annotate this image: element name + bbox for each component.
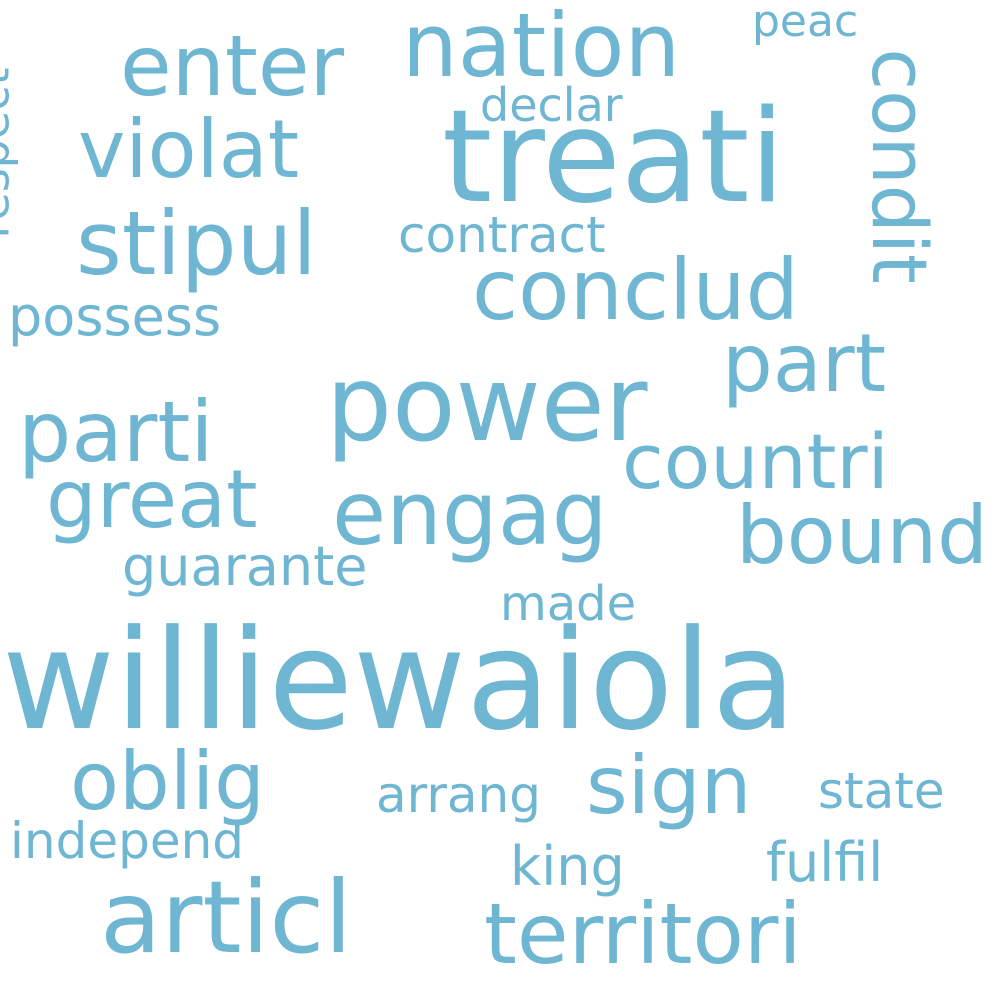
word-declar: declar: [480, 78, 623, 132]
word-made: made: [500, 576, 637, 632]
word-peac: peac: [752, 0, 859, 47]
word-nation: nation: [402, 0, 681, 97]
word-conclud: conclud: [472, 241, 799, 339]
word-territori: territori: [484, 885, 802, 983]
word-bound: bound: [736, 489, 988, 582]
word-king: king: [510, 835, 625, 898]
word-parti: parti: [18, 383, 214, 481]
word-countri: countri: [622, 417, 889, 506]
word-independ: independ: [10, 812, 245, 870]
word-state: state: [818, 762, 945, 820]
word-stipul: stipul: [76, 192, 317, 295]
word-enter: enter: [120, 17, 345, 115]
word-arrang: arrang: [376, 766, 541, 824]
word-oblig: oblig: [70, 735, 265, 828]
word-engag: engag: [332, 462, 608, 565]
word-power: power: [326, 343, 648, 465]
word-williewaiola: williewaiola: [2, 600, 797, 761]
word-great: great: [46, 453, 258, 546]
word-contract: contract: [398, 206, 606, 264]
word-treati: treati: [442, 83, 785, 232]
word-articl: articl: [100, 859, 353, 976]
word-fulfil: fulfil: [766, 831, 884, 894]
word-possess: possess: [8, 285, 222, 348]
word-part: part: [722, 317, 887, 410]
word-sign: sign: [586, 739, 752, 832]
word-violat: violat: [78, 103, 300, 196]
word-respect: respect: [0, 67, 20, 239]
word-guarante: guarante: [122, 535, 368, 598]
word-condit: condit: [854, 48, 944, 284]
